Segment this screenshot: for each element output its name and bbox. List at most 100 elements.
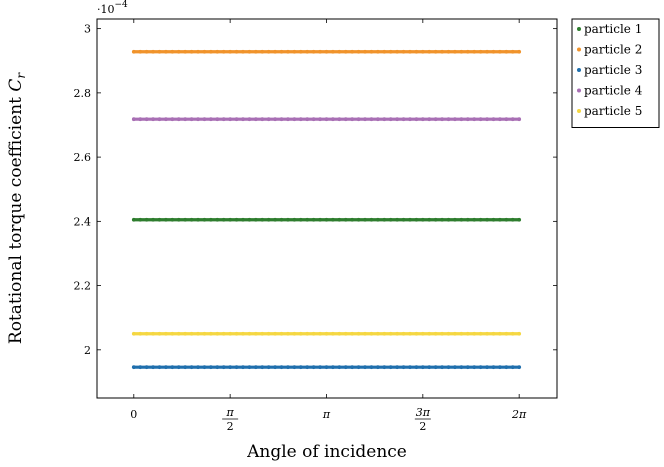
series-4-point [215, 117, 220, 122]
series-1-point [331, 217, 335, 222]
series-1-point [234, 217, 239, 222]
series-3-point [253, 365, 258, 370]
series-5-point [279, 331, 284, 336]
series-5-point [234, 331, 239, 336]
series-2-point [485, 49, 489, 54]
series-5-point [241, 331, 245, 336]
series-1-point [459, 217, 464, 222]
series-3-point [465, 365, 470, 370]
series-4-point [331, 117, 335, 122]
series-1-point [273, 217, 278, 222]
series-3-point [369, 365, 374, 370]
series-5-point [414, 331, 419, 336]
series-5-point [292, 331, 297, 336]
series-2-point [151, 49, 155, 54]
series-5-point [221, 331, 226, 336]
legend-marker [577, 47, 581, 52]
series-3-point [215, 365, 220, 370]
series-1-point [253, 217, 258, 222]
series-1-point [433, 217, 438, 222]
series-3-point [183, 365, 188, 370]
series-3-point [510, 365, 515, 370]
series-1-point [157, 217, 162, 222]
series-1-point [356, 217, 361, 222]
series-5-point [498, 331, 502, 336]
series-2-point [144, 49, 149, 54]
series-1-point [298, 217, 303, 222]
series-4-point [176, 117, 181, 122]
series-1-point [337, 217, 342, 222]
series-2-point [337, 49, 342, 54]
series-3-point [517, 365, 522, 370]
legend-marker [577, 27, 581, 31]
series-1-point [427, 217, 432, 222]
series-5-point [138, 331, 143, 336]
series-1-point [453, 217, 457, 222]
series-5-point [151, 331, 155, 336]
series-1-point [446, 217, 451, 222]
legend-entry: particle 2 [577, 43, 642, 57]
series-3-point [414, 365, 419, 370]
legend-marker [577, 88, 581, 93]
series-2-point [234, 49, 239, 54]
series-3-point [318, 365, 322, 370]
x-tick-label: 0 [130, 408, 137, 421]
legend-label: particle 5 [584, 104, 642, 118]
series-4-point [183, 117, 188, 122]
series-3-point [298, 365, 303, 370]
series-5-point [375, 331, 380, 336]
series-1-point [215, 217, 220, 222]
series-5-point [144, 331, 149, 336]
series-1-point [324, 217, 329, 222]
series-2-point [414, 49, 419, 54]
series-3-point [305, 365, 310, 370]
series-1-point [491, 217, 496, 222]
series-5-point [170, 331, 175, 336]
series-5-point [459, 331, 464, 336]
series-2-point [517, 49, 522, 54]
series-1-point [247, 217, 252, 222]
series-5-point [485, 331, 489, 336]
x-tick-label: π [322, 408, 331, 421]
series-2-point [183, 49, 188, 54]
series-3-point [472, 365, 477, 370]
series-3-point [331, 365, 335, 370]
svg-text:π: π [226, 406, 235, 419]
series-1-point [241, 217, 245, 222]
legend-label: particle 1 [584, 22, 642, 36]
series-3-point [247, 365, 252, 370]
series-4-point [369, 117, 374, 122]
series-2-point [228, 49, 233, 54]
series-5-point [504, 331, 509, 336]
series-1-point [305, 217, 310, 222]
series-1-point [408, 217, 412, 222]
series-3-point [164, 365, 168, 370]
series-5-point [408, 331, 412, 336]
series-1-point [228, 217, 233, 222]
series-5-point [331, 331, 335, 336]
series-1-point [472, 217, 477, 222]
series-3-point [498, 365, 502, 370]
legend-entry: particle 3 [577, 63, 642, 77]
series-2-point [202, 49, 207, 54]
series-2-point [253, 49, 258, 54]
series-1-point [292, 217, 297, 222]
series-4-point [356, 117, 361, 122]
series-2-point [459, 49, 464, 54]
series-2-point [331, 49, 335, 54]
series-2-point [427, 49, 432, 54]
series-4-point [414, 117, 419, 122]
legend-entry: particle 5 [577, 104, 642, 118]
series-4-point [472, 117, 477, 122]
series-4-point [241, 117, 245, 122]
series-3-point [260, 365, 265, 370]
series-3-point [324, 365, 329, 370]
series-3-point [446, 365, 451, 370]
legend-label: particle 3 [584, 63, 642, 77]
series-3-point [286, 365, 290, 370]
series-5-point [247, 331, 252, 336]
series-3-point [144, 365, 149, 370]
series-3-point [395, 365, 400, 370]
series-4-point [151, 117, 155, 122]
